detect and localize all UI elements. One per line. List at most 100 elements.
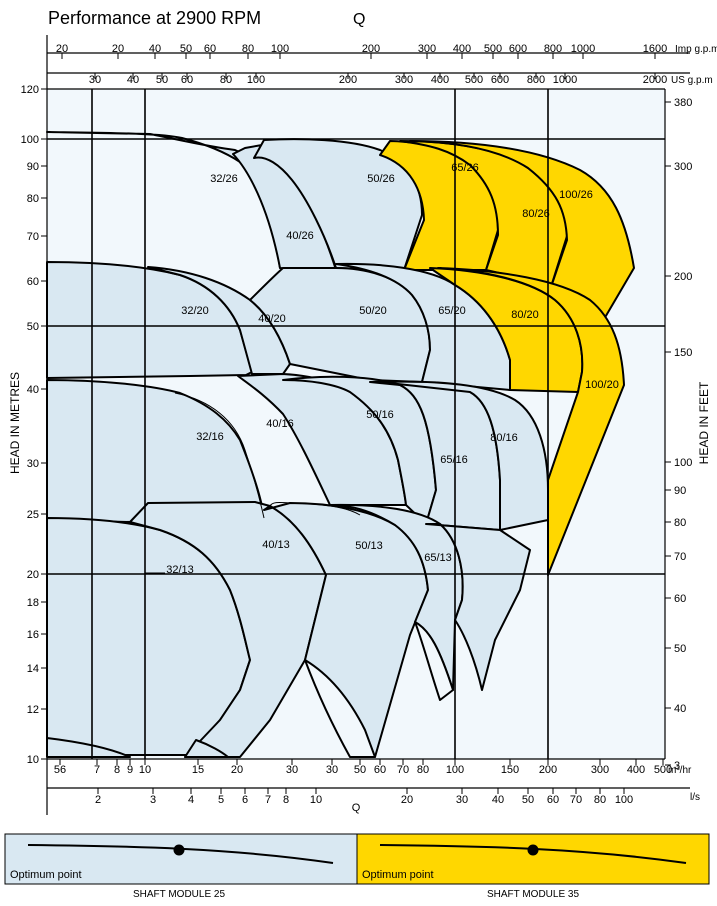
curve-label-40-26: 40/26 [286, 230, 314, 242]
curve-label-50-20: 50/20 [359, 305, 387, 317]
head-m-tick-label: 40 [27, 384, 39, 396]
imp-gpm-tick-label: 20 [56, 43, 68, 55]
m3hr-tick-label: 20 [231, 764, 243, 776]
y-axis-right-label: HEAD IN FEET [697, 381, 711, 464]
curve-label-80-16: 80/16 [490, 432, 518, 444]
ls-tick-label: 3 [150, 794, 156, 806]
ls-tick-label: 2 [95, 794, 101, 806]
curve-label-65-20: 65/20 [438, 305, 466, 317]
head-m-tick-label: 10 [27, 754, 39, 766]
curve-label-65-13: 65/13 [424, 552, 452, 564]
axes-frame [46, 35, 690, 815]
head-ft-tick-label: 90 [674, 485, 686, 497]
curve-label-40-16: 40/16 [266, 418, 294, 430]
m3hr-tick-label: 8 [114, 764, 120, 776]
curve-label-32-13: 32/13 [166, 564, 194, 576]
ls-tick-label: 80 [594, 794, 606, 806]
curve-label-40-20: 40/20 [258, 313, 286, 325]
curve-label-32-26: 32/26 [210, 173, 238, 185]
us-gpm-tick-label: 300 [395, 74, 413, 86]
imp-gpm-tick-label: 300 [418, 43, 436, 55]
legend-label-35: Optimum point [362, 869, 434, 881]
us-gpm-tick-label: 80 [220, 74, 232, 86]
curve-label-50-26: 50/26 [367, 173, 395, 185]
head-m-tick-label: 120 [21, 84, 39, 96]
region-50-26 [253, 138, 423, 271]
m3hr-tick-label: 10 [139, 764, 151, 776]
imp-gpm-tick-label: 50 [180, 43, 192, 55]
curve-label-100-20: 100/20 [585, 379, 619, 391]
m3hr-tick-label: 60 [374, 764, 386, 776]
curve-label-32-16: 32/16 [196, 431, 224, 443]
region-bottom-inner [304, 659, 376, 758]
y-axis-left-label: HEAD IN METRES [8, 372, 22, 474]
chart-title: Performance at 2900 RPM [48, 8, 261, 28]
region-100-26 [409, 140, 635, 327]
imp-gpm-tick-label: 1000 [571, 43, 595, 55]
head-ft-tick-label: 200 [674, 271, 692, 283]
imp-gpm-tick-label: 60 [204, 43, 216, 55]
thin-line-40-13 [269, 501, 361, 516]
us-gpm-unit-label: US g.p.m [671, 75, 713, 86]
head-ft-tick-label: 100 [674, 457, 692, 469]
m3hr-tick-label: 56 [54, 764, 66, 776]
title-flow-symbol: Q [353, 11, 365, 28]
imp-gpm-tick-label: 80 [242, 43, 254, 55]
imp-gpm-unit-label: Imp g.p.m [675, 44, 717, 55]
us-gpm-tick-label: 600 [491, 74, 509, 86]
m3hr-tick-label: 200 [539, 764, 557, 776]
shaft-module-35-label: SHAFT MODULE 35 [487, 889, 579, 900]
head-m-tick-label: 16 [27, 629, 39, 641]
head-m-tick-label: 70 [27, 231, 39, 243]
curve-label-32-20: 32/20 [181, 305, 209, 317]
ls-tick-label: 5 [218, 794, 224, 806]
head-m-tick-label: 18 [27, 597, 39, 609]
us-gpm-tick-label: 500 [465, 74, 483, 86]
head-ft-tick-label: 50 [674, 643, 686, 655]
ls-unit-label: l/s [690, 792, 700, 803]
m3hr-tick-label: 30 [326, 764, 338, 776]
region-50-13 [263, 502, 429, 758]
head-m-tick-label: 90 [27, 161, 39, 173]
us-gpm-tick-label: 800 [527, 74, 545, 86]
region-low-mid [184, 739, 229, 758]
m3hr-tick-label: 70 [397, 764, 409, 776]
ls-tick-label: 7 [265, 794, 271, 806]
us-gpm-tick-label: 40 [127, 74, 139, 86]
m3hr-tick-label: 100 [446, 764, 464, 776]
ls-tick-label: 70 [570, 794, 582, 806]
us-gpm-tick-label: 30 [89, 74, 101, 86]
curve-label-65-16: 65/16 [440, 454, 468, 466]
m3hr-tick-label: 15 [192, 764, 204, 776]
m3hr-unit-label: m³/hr [668, 765, 692, 776]
tick-labels: 20 20 40 50 60 80 100 200 300 400 500 600 800 1000 160… [21, 43, 717, 806]
region-low-left [46, 737, 131, 758]
m3hr-tick-label: 80 [417, 764, 429, 776]
imp-gpm-tick-label: 200 [362, 43, 380, 55]
head-m-tick-label: 50 [27, 321, 39, 333]
ls-tick-label: 40 [492, 794, 504, 806]
optimum-point-marker-25 [173, 844, 185, 856]
ls-tick-label: 4 [188, 794, 194, 806]
optimum-point-marker-35 [527, 844, 539, 856]
ls-tick-label: 50 [522, 794, 534, 806]
head-m-tick-label: 60 [27, 276, 39, 288]
m3hr-tick-label: 300 [591, 764, 609, 776]
m3hr-tick-label: 9 [127, 764, 133, 776]
legend-label-25: Optimum point [10, 869, 82, 881]
head-m-tick-label: 20 [27, 569, 39, 581]
imp-gpm-tick-label: 40 [149, 43, 161, 55]
curve-label-80-26: 80/26 [522, 208, 550, 220]
head-ft-tick-label: 300 [674, 161, 692, 173]
head-ft-tick-label: 80 [674, 517, 686, 529]
us-gpm-tick-label: 50 [156, 74, 168, 86]
head-ft-tick-label: 3 [674, 760, 680, 772]
imp-gpm-tick-label: 500 [484, 43, 502, 55]
head-m-tick-label: 30 [27, 458, 39, 470]
thin-line-32-16 [174, 392, 265, 519]
m3hr-tick-label: 150 [501, 764, 519, 776]
ls-tick-label: 100 [615, 794, 633, 806]
imp-gpm-tick-label: 800 [544, 43, 562, 55]
head-ft-tick-label: 60 [674, 593, 686, 605]
ls-tick-label: 8 [283, 794, 289, 806]
